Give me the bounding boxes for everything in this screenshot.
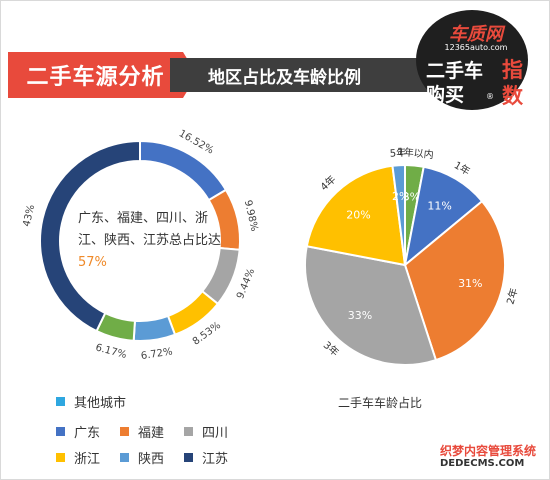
logo-registered-mark: ® — [486, 92, 494, 101]
watermark-line1: 织梦内容管理系统 — [440, 444, 537, 458]
legend-item: 浙江 — [56, 448, 100, 467]
donut-label: 9.98% — [242, 199, 260, 232]
pie-slice — [304, 245, 438, 366]
pie-category-label: 5年 — [389, 146, 406, 160]
pie-slice — [305, 164, 407, 267]
legend-label: 浙江 — [74, 452, 101, 467]
legend-label: 其他城市 — [74, 396, 127, 411]
donut-center-note: 广东、福建、四川、浙江、陕西、江苏总占比达 57% — [78, 208, 228, 274]
logo-brand-text: 车质网 — [449, 24, 503, 45]
legend-swatch — [120, 427, 129, 436]
donut-note-text: 广东、福建、四川、浙江、陕西、江苏总占比达 — [78, 211, 222, 248]
pie-value-label: 3% — [403, 190, 420, 203]
pie-value-label: 31% — [458, 277, 482, 290]
watermark-line2: DEDECMS.COM — [440, 458, 525, 469]
legend-item: 江苏 — [184, 448, 228, 467]
pie-category-label: 2年 — [504, 286, 521, 305]
legend-label: 江苏 — [202, 452, 229, 467]
legend-item-other: 其他城市 — [56, 392, 126, 411]
legend-label: 陕西 — [138, 452, 165, 467]
logo-line2: 购买 — [426, 84, 465, 106]
legend-label: 广东 — [74, 426, 101, 441]
region-legend: 其他城市 广东 福建 四川 浙江 陕西 江苏 — [56, 392, 256, 472]
donut-segment — [39, 139, 141, 333]
pie-chart-title: 二手车车龄占比 — [337, 396, 422, 410]
logo-line1: 二手车 — [426, 60, 484, 82]
legend-item: 四川 — [184, 422, 228, 441]
donut-label: 9.44% — [235, 267, 257, 301]
pie-slice — [403, 199, 506, 362]
donut-segment — [132, 314, 177, 342]
charts-canvas: 16.52%9.98%9.44%8.53%6.72%6.17%43% 3%1年以… — [22, 128, 521, 366]
section-tag: 二手车源分析 — [8, 52, 183, 98]
legend-label: 福建 — [138, 426, 165, 441]
pie-value-label: 2% — [392, 190, 409, 203]
header-subtitle: 地区占比及车龄比例 — [170, 58, 440, 92]
pie-value-label: 20% — [346, 208, 370, 221]
pie-slice — [391, 163, 406, 266]
logo-badge — [416, 10, 528, 110]
logo-char1: 指 — [502, 58, 523, 82]
pie-category-label: 4年 — [318, 173, 339, 194]
pie-slice — [403, 165, 484, 268]
legend-item: 福建 — [120, 422, 164, 441]
brand-logo: 车质网 12365auto.com 二手车 购买 指 数 ® — [416, 10, 544, 110]
legend-swatch — [56, 397, 65, 406]
legend-item: 广东 — [56, 422, 100, 441]
pie-value-label: 11% — [427, 199, 451, 212]
legend-item: 陕西 — [120, 448, 164, 467]
age-pie-chart: 3% 1年以内 11% 1年 31% 2年 33% 3年 20% 4年 2% 5年 — [304, 145, 521, 366]
pie-category-label: 1年 — [452, 158, 473, 178]
legend-label: 四川 — [202, 426, 229, 441]
donut-label: 43% — [22, 204, 38, 228]
donut-note-highlight: 57% — [78, 255, 107, 270]
donut-label: 6.72% — [140, 346, 173, 362]
logo-char2: 数 — [502, 84, 523, 108]
pie-value-label: 33% — [348, 309, 372, 322]
pie-category-label: 3年 — [321, 338, 342, 359]
donut-label: 6.17% — [94, 342, 128, 361]
legend-swatch — [56, 427, 65, 436]
header: 二手车源分析 地区占比及车龄比例 车质网 12365auto.com 二手车 购… — [0, 0, 550, 112]
logo-url-text: 12365auto.com — [444, 43, 508, 52]
legend-swatch — [120, 453, 129, 462]
legend-swatch — [184, 453, 193, 462]
legend-swatch — [184, 427, 193, 436]
legend-swatch — [56, 453, 65, 462]
pie-category-label: 1年以内 — [397, 145, 434, 161]
